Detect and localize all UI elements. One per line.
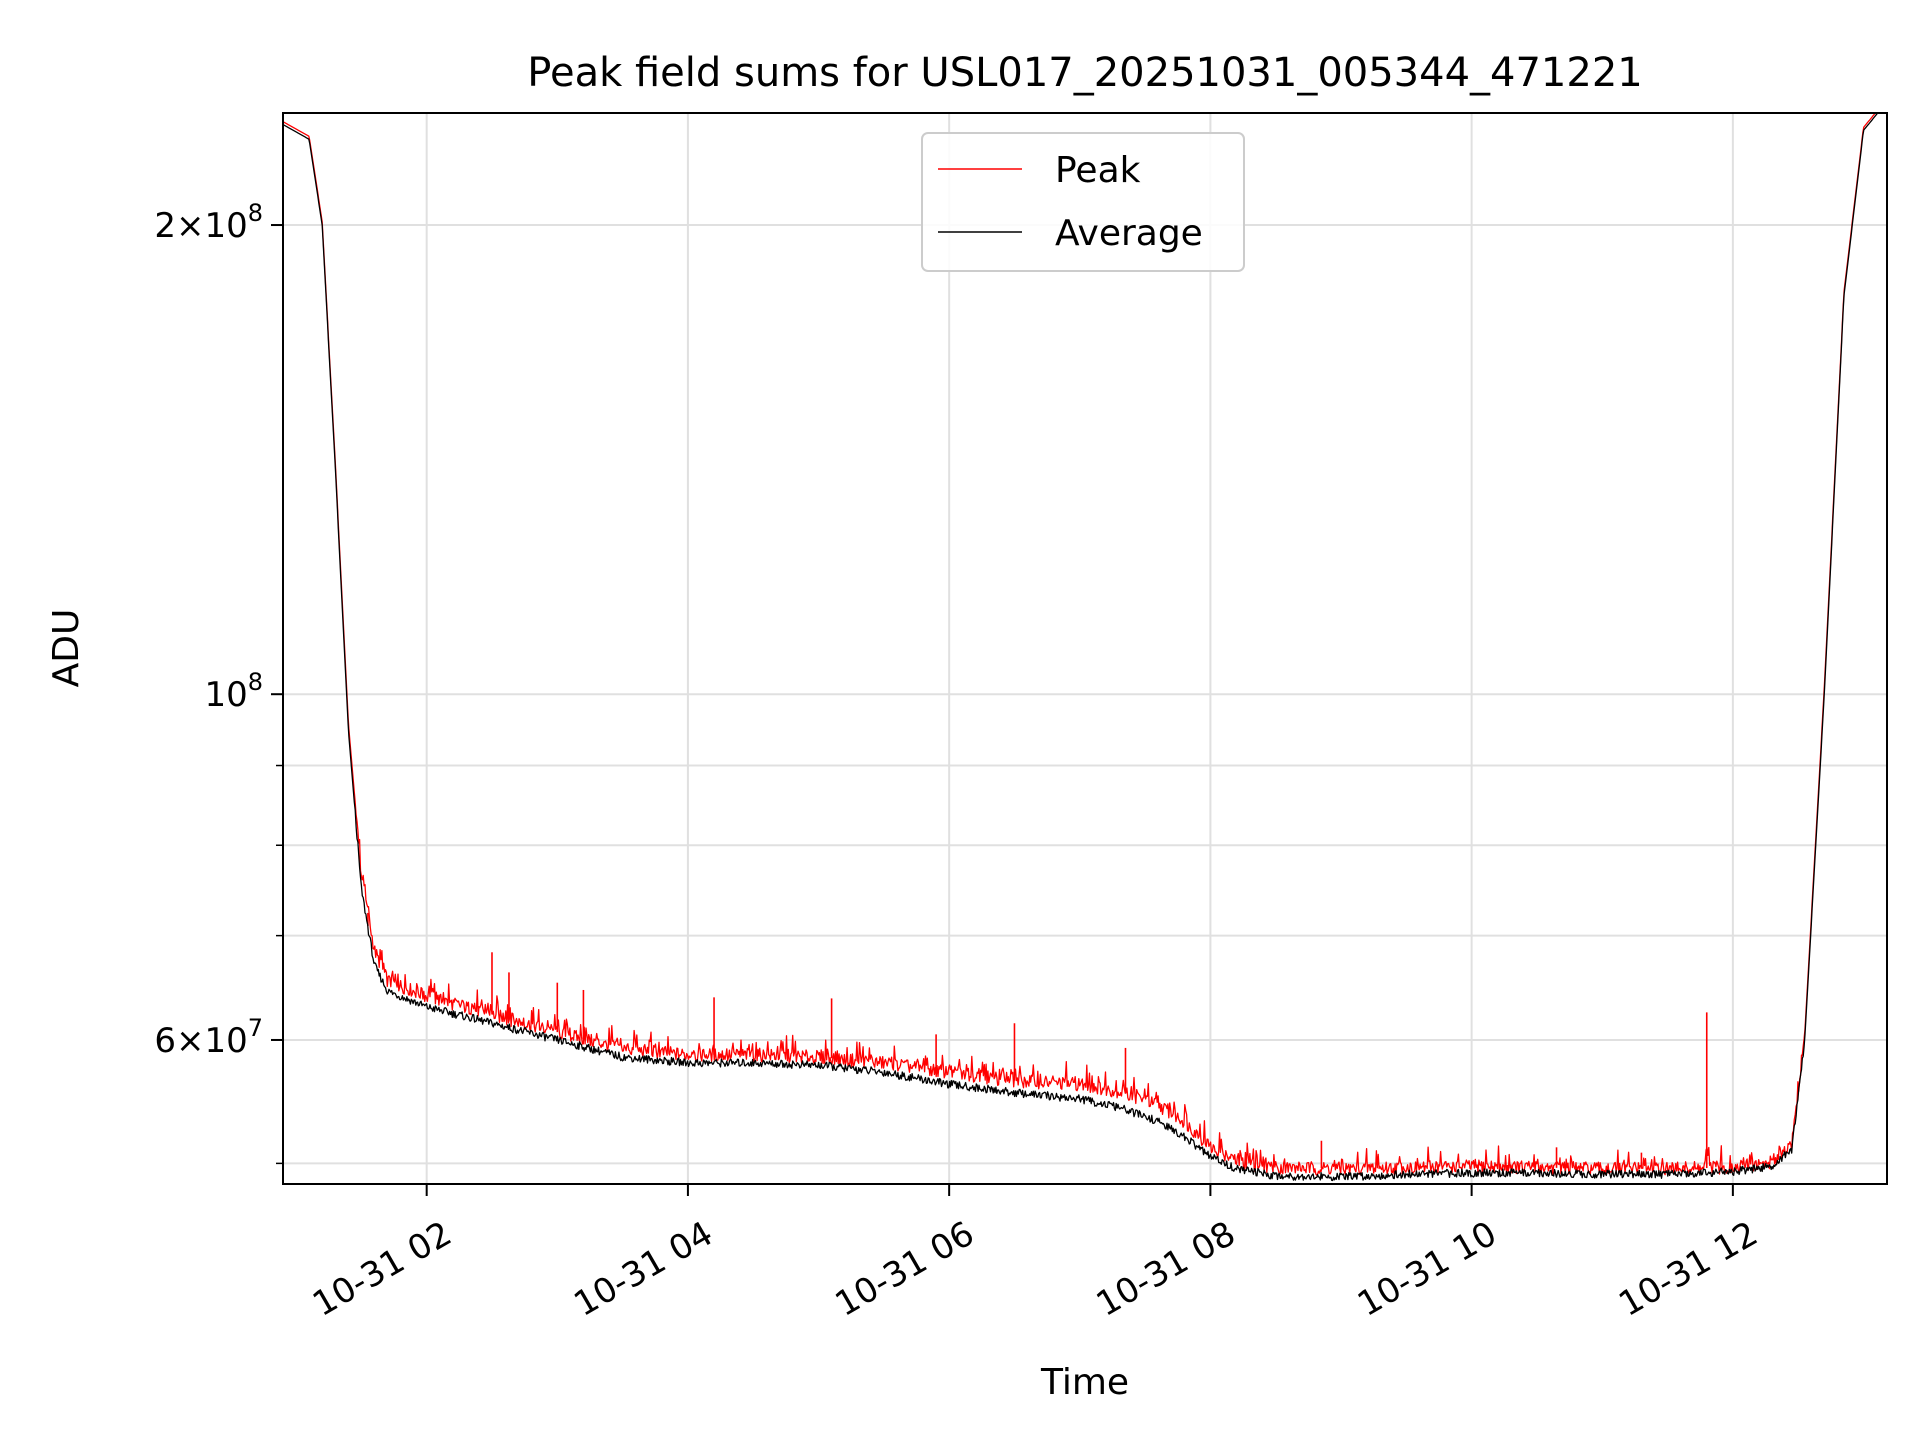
x-axis-label: Time — [1040, 1362, 1129, 1403]
y-tick-label: 2×108 — [154, 199, 263, 246]
y-tick-label-base: 6×10 — [154, 1021, 247, 1061]
legend-average-label: Average — [1055, 213, 1203, 254]
y-tick-label: 108 — [204, 668, 263, 715]
y-tick-label-base: 10 — [204, 675, 247, 715]
y-tick-label-base: 2×10 — [154, 206, 247, 246]
plot-frame — [282, 112, 1888, 1185]
legend-peak-label: Peak — [1055, 150, 1141, 191]
y-tick-label: 6×107 — [154, 1014, 263, 1061]
y-tick-label-exponent: 8 — [248, 199, 263, 227]
y-tick-label-exponent: 7 — [248, 1014, 263, 1042]
y-axis-label: ADU — [46, 609, 87, 688]
average-series-line — [283, 113, 1879, 1182]
legend: Peak Average — [921, 132, 1245, 272]
peak-series-line — [283, 113, 1877, 1176]
y-tick-label-exponent: 8 — [248, 668, 263, 696]
series-layer — [283, 113, 1879, 1182]
legend-box — [921, 132, 1245, 272]
chart-title: Peak field sums for USL017_20251031_0053… — [527, 50, 1642, 96]
